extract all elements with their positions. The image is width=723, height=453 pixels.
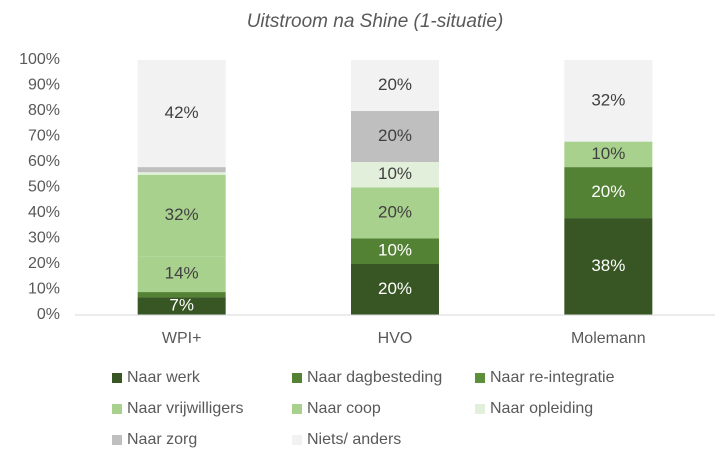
bar-segment (351, 238, 439, 264)
bar-segment (137, 174, 226, 257)
x-tick-label: HVO (378, 330, 413, 347)
legend-swatch (112, 373, 122, 383)
data-label: 20% (378, 75, 412, 94)
data-label: 10% (591, 144, 625, 163)
y-tick-label: 10% (28, 281, 60, 298)
y-tick-label: 60% (28, 153, 60, 170)
data-label: 32% (591, 90, 625, 109)
data-label: 20% (378, 279, 412, 298)
bar-segment (564, 60, 653, 142)
bar-segment (137, 256, 226, 293)
bar-segment (351, 264, 439, 315)
legend-label: Naar re-integratie (490, 369, 615, 386)
y-tick-label: 40% (28, 204, 60, 221)
bar-segment (137, 167, 226, 173)
legend-swatch (475, 404, 485, 414)
data-label: 20% (591, 182, 625, 201)
y-tick-label: 90% (28, 77, 60, 94)
bar-segment (137, 60, 226, 168)
bar-segment (137, 297, 226, 315)
legend-swatch (292, 373, 302, 383)
bar-segment (351, 187, 439, 239)
legend-label: Naar dagbesteding (307, 369, 442, 386)
bar-segment (564, 141, 653, 168)
legend-label: Naar werk (127, 369, 201, 386)
legend-label: Niets/ anders (307, 431, 401, 448)
bar-segment (564, 167, 653, 219)
legend-swatch (475, 373, 485, 383)
data-label: 32% (165, 205, 199, 224)
legend-swatch (112, 435, 122, 445)
y-tick-label: 20% (28, 255, 60, 272)
legend-swatch (292, 404, 302, 414)
x-tick-label: WPI+ (162, 330, 202, 347)
legend-label: Naar vrijwilligers (127, 400, 243, 417)
data-label: 14% (165, 264, 199, 283)
y-tick-label: 70% (28, 128, 60, 145)
data-label: 7% (169, 296, 194, 315)
legend-swatch (292, 435, 302, 445)
chart-title: Uitstroom na Shine (1-situatie) (247, 11, 504, 32)
data-label: 20% (378, 126, 412, 145)
bar-segment (351, 111, 439, 162)
y-tick-label: 50% (28, 179, 60, 196)
x-tick-label: Molemann (571, 330, 646, 347)
data-label: 10% (378, 164, 412, 183)
legend-label: Naar opleiding (490, 400, 593, 417)
y-tick-label: 0% (37, 306, 60, 323)
legend-label: Naar zorg (127, 431, 197, 448)
legend-label: Naar coop (307, 400, 381, 417)
y-tick-label: 100% (19, 51, 60, 68)
bar-segment (351, 60, 439, 111)
bar-segment (564, 218, 653, 315)
data-label: 20% (378, 202, 412, 221)
legend-swatch (112, 404, 122, 414)
data-label: 42% (165, 103, 199, 122)
y-tick-label: 80% (28, 102, 60, 119)
y-tick-label: 30% (28, 230, 60, 247)
data-label: 10% (378, 241, 412, 260)
bar-segment (137, 172, 226, 175)
data-label: 38% (591, 256, 625, 275)
bar-segment (137, 292, 226, 298)
bar-segment (351, 162, 439, 188)
